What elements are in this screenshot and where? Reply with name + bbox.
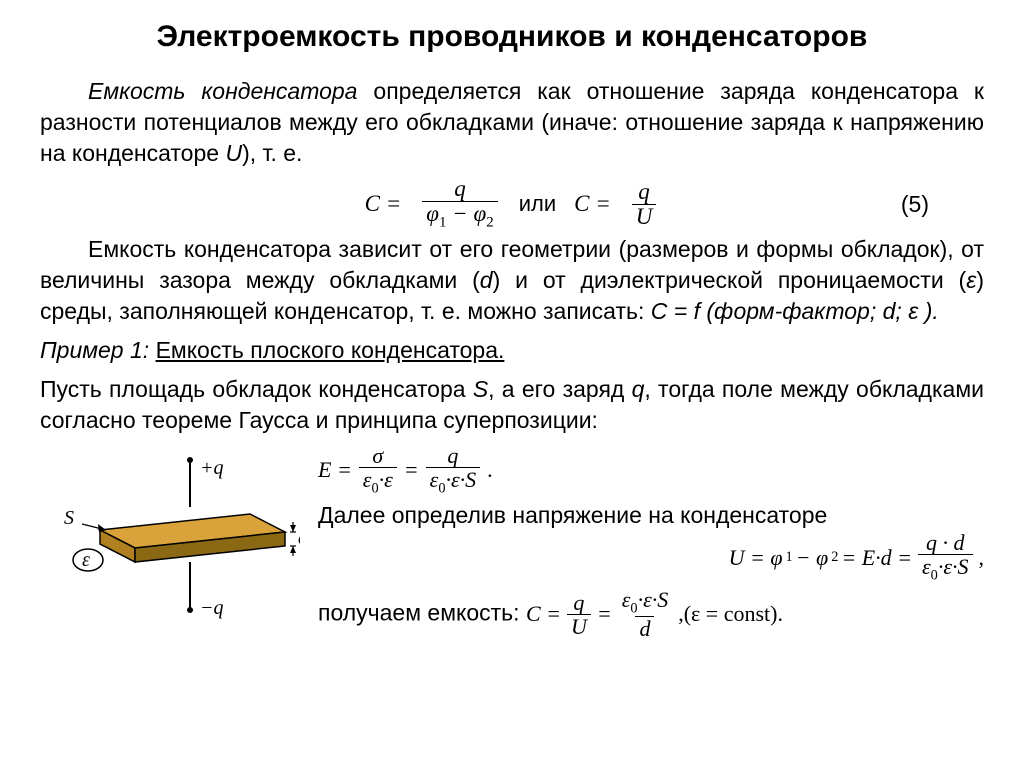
paragraph-2: Емкость конденсатора зависит от его геом… [40,234,984,327]
fraction-q-over-phi: q φ1 − φ2 [422,177,497,231]
example-heading: Пример 1: Емкость плоского конденсатора. [40,335,984,366]
equation-5: C = q φ1 − φ2 или C = q U (5) [40,177,984,231]
diagram-and-derivation: +q −q S d ε E = σ ε0·ε = q ε0·ε·S . Дале… [40,444,984,649]
equation-E: E = σ ε0·ε = q ε0·ε·S . [318,444,984,496]
equation-C-final: C = q U = ε0·ε·S d ,(ε = const). [526,588,783,640]
paragraph-1: Емкость конденсатора определяется как от… [40,76,984,169]
derivation-column: E = σ ε0·ε = q ε0·ε·S . Далее определив … [318,444,984,649]
paragraph-3: Пусть площадь обкладок конденсатора S, а… [40,374,984,436]
minus-q-label: −q [200,597,224,619]
or-label: или [519,191,556,217]
d-label: d [298,527,300,549]
plus-q-label: +q [200,457,224,479]
eps-label: ε [82,549,90,571]
capacitor-diagram: +q −q S d ε [40,444,300,627]
example-title: Емкость плоского конденсатора. [156,337,505,363]
paragraph-5: получаем емкость: C = q U = ε0·ε·S d ,(ε… [318,588,984,640]
page-title: Электроемкость проводников и конденсатор… [40,20,984,54]
lead-term: Емкость конденсатора [88,78,357,104]
equation-number: (5) [901,191,929,218]
fraction-q-over-U: q U [632,180,657,229]
equation-U: U = φ1 − φ2 = E·d = q · d ε0·ε·S , [729,531,984,583]
S-label: S [64,507,74,529]
paragraph-4: Далее определив напряжение на конденсато… [318,500,984,531]
